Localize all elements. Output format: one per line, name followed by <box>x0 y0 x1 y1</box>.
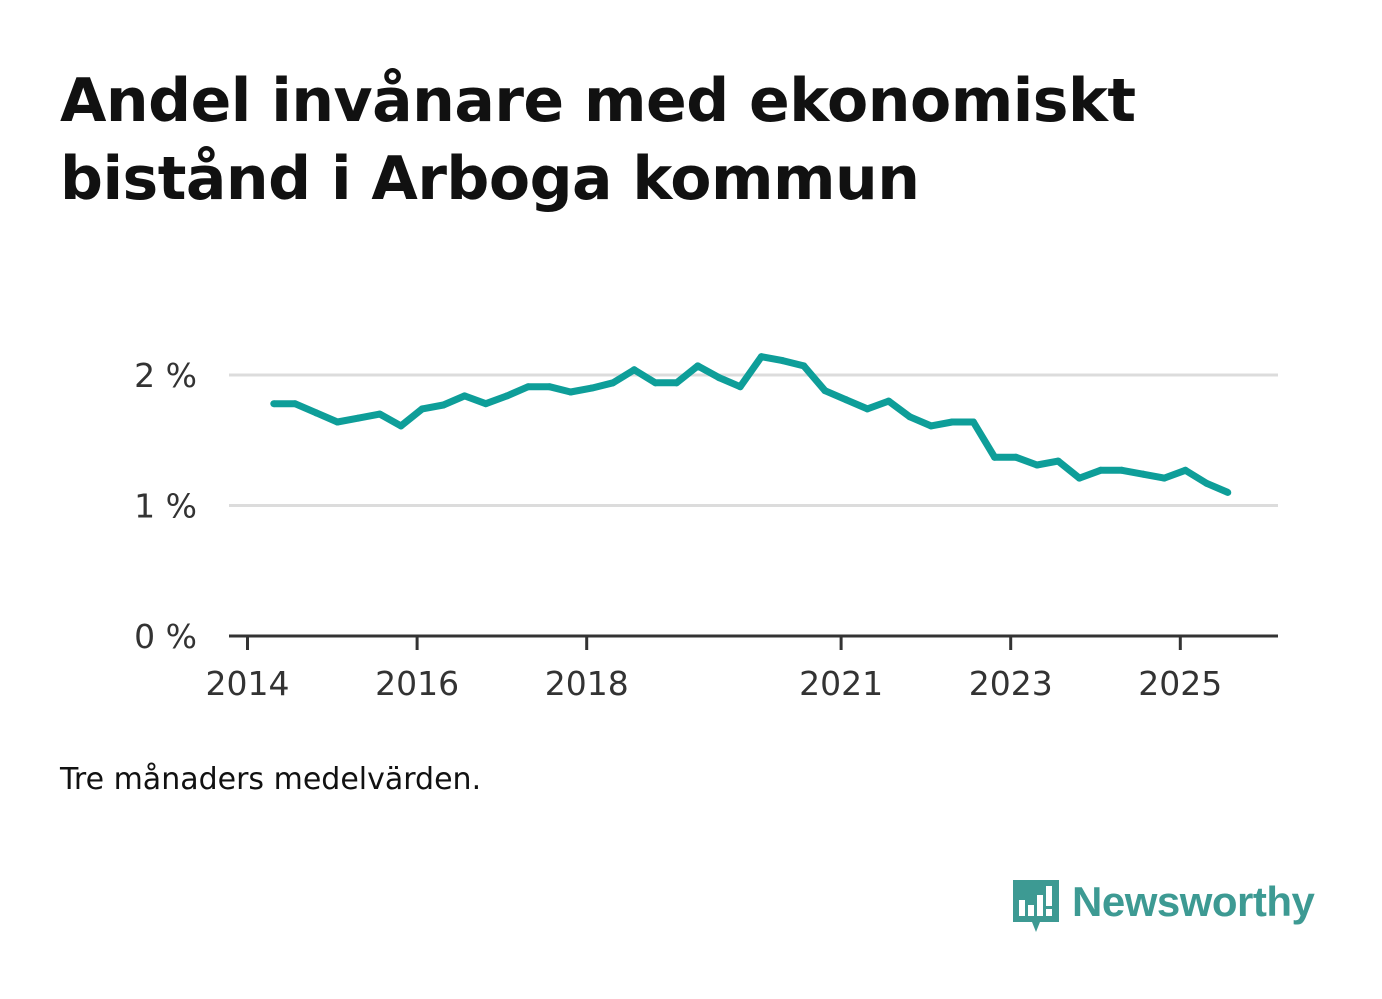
x-tick-label: 2016 <box>375 664 459 703</box>
data-point <box>355 414 363 422</box>
grid-lines <box>229 373 1278 507</box>
data-point <box>609 379 617 387</box>
chart-note: Tre månaders medelvärden. <box>60 762 482 797</box>
data-point <box>482 400 490 408</box>
data-point <box>1224 488 1232 496</box>
newsworthy-brand: Newsworthy <box>1010 876 1315 942</box>
data-point <box>906 413 914 421</box>
data-point <box>1097 466 1105 474</box>
chart-title-line-2: bistånd i Arboga kommun <box>60 144 920 214</box>
data-point <box>991 453 999 461</box>
data-point <box>630 366 638 374</box>
data-point <box>863 405 871 413</box>
brand-name: Newsworthy <box>1072 878 1315 925</box>
y-tick-label: 0 % <box>134 617 197 656</box>
data-point <box>439 401 447 409</box>
data-point <box>588 384 596 392</box>
data-point <box>1054 457 1062 465</box>
x-tick-label: 2018 <box>545 664 629 703</box>
data-point <box>545 383 553 391</box>
data-point <box>333 418 341 426</box>
data-point <box>821 387 829 395</box>
data-point <box>885 397 893 405</box>
data-point <box>673 379 681 387</box>
data-point <box>800 362 808 370</box>
data-point <box>757 353 765 361</box>
data-point <box>651 379 659 387</box>
x-tick-label: 2021 <box>799 664 883 703</box>
data-point <box>1118 466 1126 474</box>
data-point <box>694 362 702 370</box>
data-point <box>1139 470 1147 478</box>
data-point <box>1203 479 1211 487</box>
data-point <box>969 418 977 426</box>
series-layer <box>270 353 1232 496</box>
data-point <box>291 400 299 408</box>
data-point <box>779 357 787 365</box>
y-tick-label: 1 % <box>134 487 197 526</box>
data-point <box>736 383 744 391</box>
y-tick-label: 2 % <box>134 356 197 395</box>
series-line <box>273 353 1230 496</box>
data-point <box>503 392 511 400</box>
data-point <box>461 392 469 400</box>
data-point <box>715 374 723 382</box>
data-point <box>418 405 426 413</box>
data-point <box>312 409 320 417</box>
x-tick-label: 2023 <box>969 664 1053 703</box>
chart-title: Andel invånare med ekonomiskt bistånd i … <box>60 62 1260 218</box>
data-point <box>842 396 850 404</box>
data-point <box>1012 453 1020 461</box>
data-point <box>1181 466 1189 474</box>
x-tick-label: 2025 <box>1138 664 1222 703</box>
data-point <box>1033 461 1041 469</box>
data-point <box>270 400 278 408</box>
data-point <box>948 418 956 426</box>
x-tick-label: 2014 <box>206 664 290 703</box>
data-point <box>1075 474 1083 482</box>
data-point <box>524 383 532 391</box>
data-point <box>927 422 935 430</box>
data-point <box>567 388 575 396</box>
data-point <box>397 422 405 430</box>
chart-title-line-1: Andel invånare med ekonomiskt <box>60 66 1136 136</box>
data-point <box>1160 474 1168 482</box>
data-point <box>376 410 384 418</box>
newsworthy-logo-icon <box>1013 880 1059 932</box>
x-axis: 2014 2016 2018 2021 2023 2025 <box>206 634 1278 703</box>
y-axis-tick-labels: 0 % 1 % 2 % <box>134 356 197 656</box>
